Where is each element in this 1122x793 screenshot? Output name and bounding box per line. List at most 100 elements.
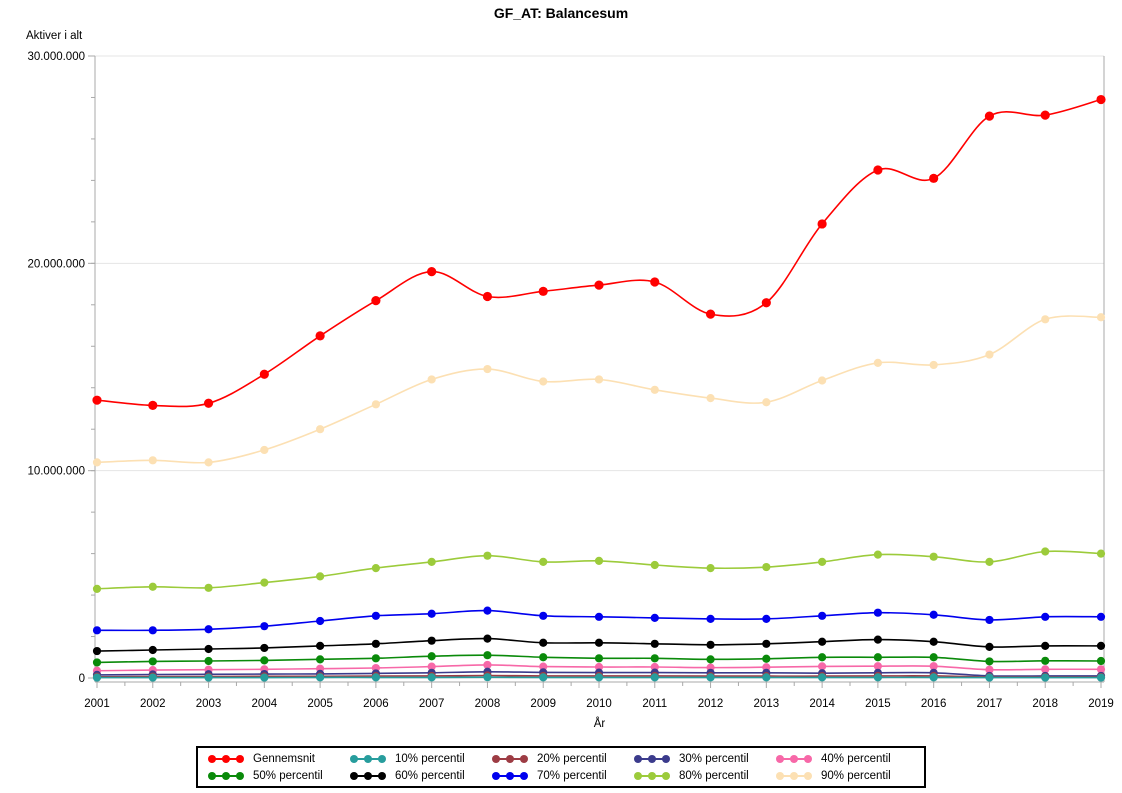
data-point-80-percentil xyxy=(873,550,882,559)
series-gennemsnit xyxy=(92,94,1106,410)
data-point-90-percentil xyxy=(650,385,659,394)
legend-marker-dot xyxy=(492,754,500,763)
data-point-60-percentil xyxy=(148,645,157,655)
data-point-50-percentil xyxy=(1041,656,1050,665)
legend-label: 60% percentil xyxy=(395,769,465,782)
legend-item-60-percentil: 60% percentil xyxy=(348,767,490,784)
x-tick-label: 2009 xyxy=(530,698,556,710)
legend-label: 10% percentil xyxy=(395,752,465,765)
y-tick-label: 10.000.000 xyxy=(27,466,85,478)
legend-marker-dot xyxy=(364,771,372,780)
data-point-90-percentil xyxy=(148,456,157,465)
data-point-60-percentil xyxy=(483,634,492,643)
data-point-gennemsnit xyxy=(148,400,158,410)
data-point-50-percentil xyxy=(316,655,325,664)
data-point-80-percentil xyxy=(762,562,771,572)
data-point-10-percentil xyxy=(539,673,548,682)
data-point-10-percentil xyxy=(762,673,771,682)
data-point-gennemsnit xyxy=(761,298,771,308)
data-point-70-percentil xyxy=(539,611,548,620)
data-point-10-percentil xyxy=(371,673,380,682)
series-10-percentil xyxy=(92,673,1106,682)
data-point-10-percentil xyxy=(706,673,715,682)
data-point-50-percentil xyxy=(594,654,604,663)
x-tick-label: 2015 xyxy=(865,698,891,710)
data-point-gennemsnit xyxy=(705,309,716,319)
data-point-70-percentil xyxy=(148,626,157,635)
legend-marker-dot xyxy=(208,771,216,780)
data-point-70-percentil xyxy=(706,614,715,624)
legend-item-30-percentil: 30% percentil xyxy=(632,750,774,767)
legend-marker-dot xyxy=(236,771,244,780)
legend-item-20-percentil: 20% percentil xyxy=(490,750,632,767)
x-tick-label: 2016 xyxy=(921,698,947,710)
y-axis: 0 10.000.000 20.000.000 30.000.000 xyxy=(27,51,95,685)
legend-marker-dot xyxy=(506,754,514,763)
data-point-gennemsnit xyxy=(482,291,493,302)
data-point-60-percentil xyxy=(204,644,213,654)
legend-marker-dot xyxy=(648,771,656,780)
plot-frame xyxy=(94,56,1105,683)
x-tick-label: 2010 xyxy=(586,698,612,710)
data-point-50-percentil xyxy=(985,657,994,666)
data-point-60-percentil xyxy=(260,643,269,653)
legend-marker-dot xyxy=(662,771,670,780)
data-point-gennemsnit xyxy=(817,219,827,229)
legend-marker-dot xyxy=(634,771,642,780)
legend-marker-dot xyxy=(520,771,528,780)
data-point-gennemsnit xyxy=(929,173,939,183)
series-80-percentil xyxy=(92,547,1106,593)
y-tick-label: 30.000.000 xyxy=(27,51,85,63)
legend-item-10-percentil: 10% percentil xyxy=(348,750,490,767)
data-point-gennemsnit xyxy=(594,280,604,290)
legend-marker-dot xyxy=(776,771,784,780)
data-point-90-percentil xyxy=(594,375,604,384)
data-point-gennemsnit xyxy=(1040,110,1050,120)
data-point-90-percentil xyxy=(706,394,715,403)
legend-label: 70% percentil xyxy=(537,769,607,782)
data-point-10-percentil xyxy=(929,673,938,682)
data-point-70-percentil xyxy=(1096,612,1106,621)
legend-marker-dot xyxy=(208,754,216,763)
series-70-percentil xyxy=(92,606,1106,635)
data-point-50-percentil xyxy=(371,654,380,663)
legend-item-90-percentil: 90% percentil xyxy=(774,767,916,784)
data-point-90-percentil xyxy=(985,350,994,359)
data-point-40-percentil xyxy=(1041,665,1050,674)
legend-marker-dot xyxy=(350,754,358,763)
data-point-90-percentil xyxy=(929,360,938,370)
data-point-40-percentil xyxy=(985,665,994,674)
data-point-10-percentil xyxy=(985,673,994,682)
data-point-10-percentil xyxy=(594,673,604,682)
legend-marker-icon xyxy=(776,771,812,780)
legend-marker-dot xyxy=(364,754,372,763)
data-point-90-percentil xyxy=(873,358,882,367)
data-point-10-percentil xyxy=(1041,673,1050,682)
legend-marker-dot xyxy=(222,771,230,780)
data-point-50-percentil xyxy=(650,654,659,663)
data-point-90-percentil xyxy=(1041,315,1050,324)
data-point-50-percentil xyxy=(483,651,492,660)
x-tick-label: 2006 xyxy=(363,698,389,710)
data-point-40-percentil xyxy=(427,662,436,671)
data-point-50-percentil xyxy=(873,653,882,662)
data-point-90-percentil xyxy=(92,458,102,467)
data-point-40-percentil xyxy=(1096,665,1106,674)
data-point-10-percentil xyxy=(818,673,827,682)
data-point-90-percentil xyxy=(316,425,325,434)
data-point-60-percentil xyxy=(985,642,994,652)
data-point-10-percentil xyxy=(204,673,213,682)
data-point-gennemsnit xyxy=(427,267,437,277)
x-tick-label: 2004 xyxy=(252,698,278,710)
data-point-60-percentil xyxy=(1096,641,1106,650)
data-point-gennemsnit xyxy=(873,165,883,175)
legend-marker-dot xyxy=(378,754,386,763)
x-tick-label: 2019 xyxy=(1088,698,1114,710)
legend-marker-dot xyxy=(350,771,358,780)
legend-marker-dot xyxy=(222,754,230,763)
x-tick-label: 2014 xyxy=(809,698,835,710)
legend-item-40-percentil: 40% percentil xyxy=(774,750,916,767)
data-point-80-percentil xyxy=(1041,547,1050,556)
legend-label: 20% percentil xyxy=(537,752,607,765)
